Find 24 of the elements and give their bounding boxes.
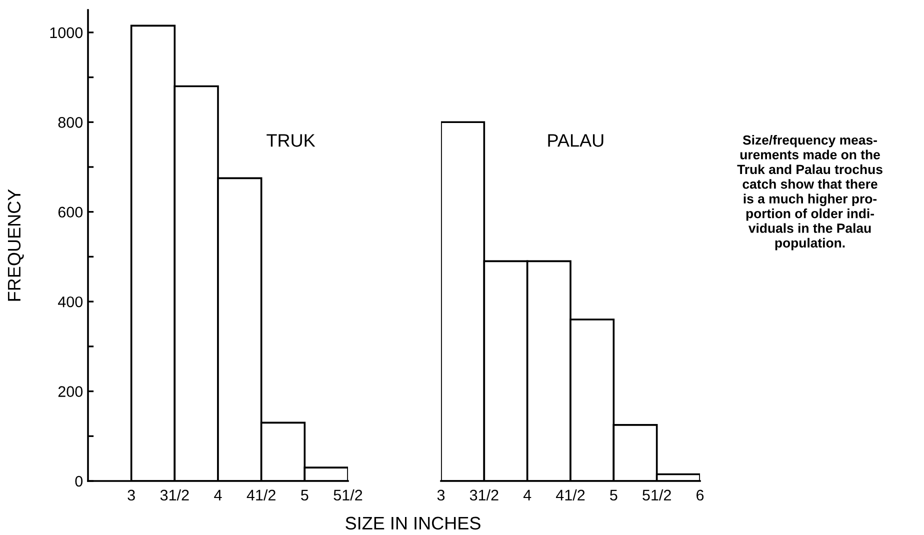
x-tick-label: 4 bbox=[523, 490, 532, 500]
text: PALAU bbox=[548, 134, 604, 147]
x-tick-label: 4 bbox=[214, 490, 222, 500]
x-tick-label: 3 bbox=[128, 490, 135, 501]
x-axis-title: SIZE IN INCHES bbox=[346, 516, 480, 530]
y-tick-label: 0 bbox=[75, 476, 83, 487]
y-tick-label: 200 bbox=[58, 386, 83, 397]
x-tick-label: 5 bbox=[610, 490, 618, 501]
x-tick-label: 3 bbox=[437, 490, 445, 501]
x-tick-label: 31/2 bbox=[160, 489, 189, 501]
y-tick-label: 400 bbox=[58, 296, 83, 308]
x-tick-label: 31/2 bbox=[470, 489, 498, 501]
x-tick-label: 51/2 bbox=[642, 489, 671, 501]
y-tick-label: 800 bbox=[58, 117, 83, 128]
x-tick-label: 5 bbox=[301, 490, 308, 501]
y-axis-title: FREQUENCY bbox=[8, 189, 24, 301]
x-tick-label: 41/2 bbox=[246, 489, 276, 501]
x-tick-label: 51/2 bbox=[334, 489, 362, 501]
x-tick-label: 6 bbox=[696, 490, 704, 501]
text: TRUK bbox=[266, 134, 316, 147]
text: Size/frequency meas- urements made on the Truk and Palau trochus catch show that there is a much higher pro- portion of older indi- viduals in the Palau population. bbox=[737, 135, 882, 250]
y-tick-label: 600 bbox=[58, 206, 83, 218]
y-tick-label: 1000 bbox=[50, 27, 83, 38]
x-tick-label: 41/2 bbox=[556, 489, 585, 501]
